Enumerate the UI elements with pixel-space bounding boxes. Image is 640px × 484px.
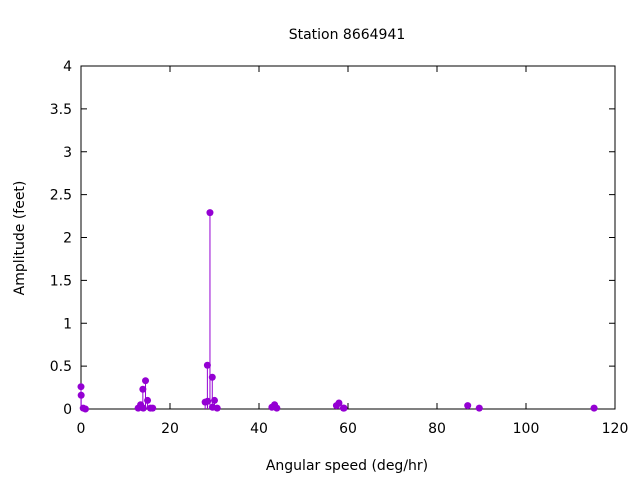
data-point xyxy=(81,405,89,413)
y-tick-label: 0.5 xyxy=(50,359,72,375)
data-point xyxy=(149,404,157,412)
data-point xyxy=(208,373,216,381)
x-tick-label: 100 xyxy=(513,421,540,437)
data-point xyxy=(464,402,472,410)
y-tick-label: 1.5 xyxy=(50,273,72,289)
data-point xyxy=(77,391,85,399)
data-point xyxy=(273,404,281,412)
y-tick-label: 1 xyxy=(63,316,72,332)
y-tick-label: 2 xyxy=(63,231,72,247)
data-point xyxy=(335,399,343,407)
x-tick-label: 120 xyxy=(602,421,629,437)
x-axis-label: Angular speed (deg/hr) xyxy=(266,458,428,474)
data-point xyxy=(144,396,152,404)
data-point xyxy=(590,404,598,412)
y-tick-label: 2.5 xyxy=(50,188,72,204)
data-point xyxy=(77,383,85,391)
data-point xyxy=(211,396,218,404)
y-tick-label: 4 xyxy=(63,59,72,75)
data-point xyxy=(475,404,483,412)
y-tick-label: 3 xyxy=(63,145,72,161)
chart-title: Station 8664941 xyxy=(289,27,406,43)
plot-frame xyxy=(80,65,616,410)
data-point xyxy=(139,385,147,393)
y-axis-label: Amplitude (feet) xyxy=(12,181,28,296)
data-point xyxy=(203,361,211,369)
x-tick-label: 40 xyxy=(250,421,268,437)
data-point xyxy=(206,209,214,217)
x-tick-label: 80 xyxy=(428,421,446,437)
data-point xyxy=(142,377,150,385)
data-point xyxy=(204,397,212,405)
data-point xyxy=(213,404,221,412)
x-tick-label: 0 xyxy=(77,421,86,437)
x-tick-label: 60 xyxy=(339,421,357,437)
data-point xyxy=(340,404,348,412)
x-tick-label: 20 xyxy=(161,421,179,437)
y-tick-label: 0 xyxy=(63,402,72,418)
y-tick-label: 3.5 xyxy=(50,102,72,118)
